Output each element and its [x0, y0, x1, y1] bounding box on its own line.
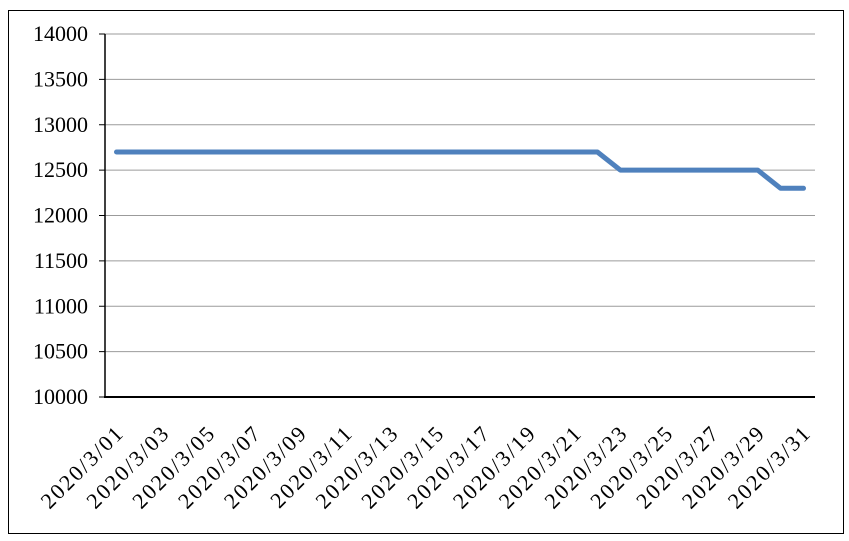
- data-series-line: [114, 149, 806, 191]
- y-axis-tick-label: 13000: [33, 112, 88, 137]
- y-axis-tick-label: 11000: [34, 293, 88, 318]
- y-axis-tick-label: 10500: [33, 339, 88, 364]
- y-axis-tick-label: 12000: [33, 203, 88, 228]
- y-axis-tick-label: 13500: [33, 66, 88, 91]
- y-axis-tick-label: 10000: [33, 384, 88, 409]
- figure-border: [8, 10, 844, 534]
- y-axis-tick-label: 14000: [33, 21, 88, 46]
- y-axis-tick-label: 11500: [34, 248, 88, 273]
- y-axis-tick-label: 12500: [33, 157, 88, 182]
